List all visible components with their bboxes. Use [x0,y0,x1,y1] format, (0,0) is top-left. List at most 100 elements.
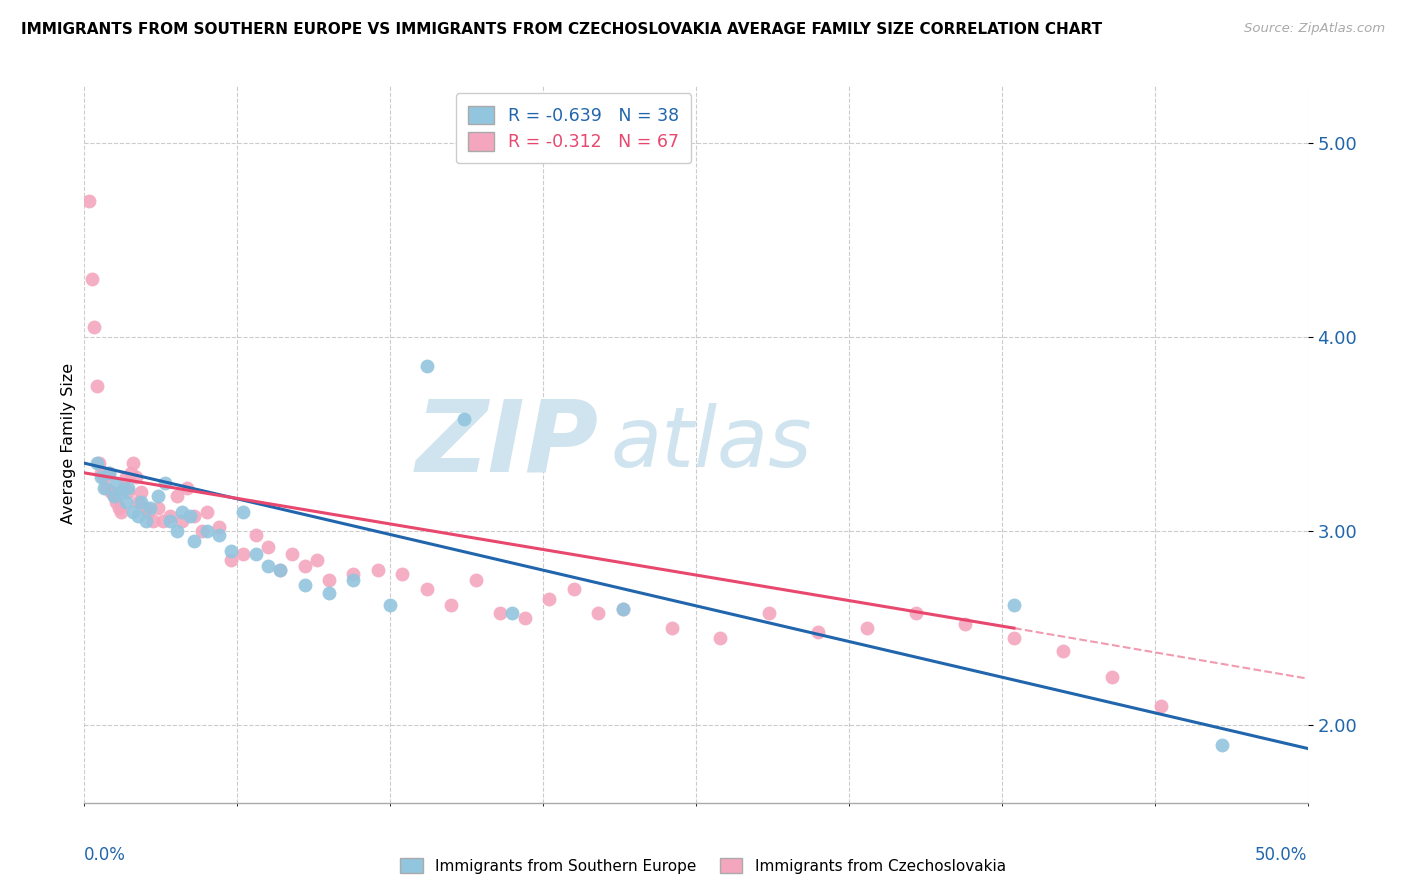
Point [856,621,879,635]
Point [232,548,254,562]
Point [380,598,402,612]
Point [159,515,181,529]
Point [1211,738,1233,752]
Point [391,566,413,581]
Text: atlas: atlas [610,403,813,484]
Point [117,485,139,500]
Point [758,606,780,620]
Y-axis label: Average Family Size: Average Family Size [60,363,76,524]
Point [538,592,561,607]
Point [367,563,389,577]
Point [129,495,152,509]
Point [1002,631,1025,645]
Point [87,456,110,470]
Point [294,559,316,574]
Point [183,533,205,548]
Point [1101,670,1123,684]
Point [105,495,128,509]
Point [195,524,218,538]
Point [232,505,254,519]
Text: 0.0%: 0.0% [84,846,127,863]
Point [416,359,439,373]
Point [219,543,242,558]
Point [953,617,976,632]
Point [416,582,439,597]
Point [807,625,830,640]
Point [83,320,105,334]
Point [97,466,120,480]
Point [195,505,218,519]
Point [464,573,486,587]
Point [153,475,176,490]
Point [139,500,162,515]
Point [127,495,149,509]
Point [342,573,364,587]
Point [80,272,103,286]
Point [117,482,139,496]
Point [245,528,267,542]
Point [513,611,536,625]
Point [166,524,188,538]
Point [661,621,683,635]
Point [110,505,132,519]
Point [172,515,194,529]
Point [245,548,267,562]
Point [905,606,928,620]
Point [318,586,340,600]
Point [107,500,129,515]
Point [136,505,159,519]
Point [176,482,198,496]
Point [146,500,169,515]
Point [562,582,585,597]
Point [440,598,463,612]
Point [219,553,242,567]
Point [257,540,280,554]
Point [93,482,115,496]
Point [489,606,512,620]
Point [86,378,108,392]
Point [135,515,157,529]
Point [100,485,122,500]
Point [115,469,138,483]
Point [1052,644,1074,658]
Point [502,606,524,620]
Text: IMMIGRANTS FROM SOUTHERN EUROPE VS IMMIGRANTS FROM CZECHOSLOVAKIA AVERAGE FAMILY: IMMIGRANTS FROM SOUTHERN EUROPE VS IMMIG… [21,22,1102,37]
Point [115,495,138,509]
Point [191,524,214,538]
Point [257,559,280,574]
Point [208,520,231,534]
Point [172,505,194,519]
Point [90,469,112,483]
Point [77,194,100,209]
Point [96,482,118,496]
Point [129,485,152,500]
Legend: Immigrants from Southern Europe, Immigrants from Czechoslovakia: Immigrants from Southern Europe, Immigra… [394,852,1012,880]
Point [453,411,475,425]
Point [1150,698,1173,713]
Text: Source: ZipAtlas.com: Source: ZipAtlas.com [1244,22,1385,36]
Point [586,606,609,620]
Text: 50.0%: 50.0% [1256,846,1308,863]
Point [208,528,231,542]
Point [110,485,132,500]
Point [269,563,291,577]
Point [179,508,201,523]
Point [612,601,634,615]
Point [294,578,316,592]
Point [105,475,128,490]
Point [135,500,157,515]
Point [93,469,115,483]
Point [103,489,125,503]
Point [305,553,328,567]
Point [120,466,142,480]
Point [122,456,145,470]
Point [318,573,340,587]
Point [269,563,291,577]
Point [142,515,165,529]
Point [281,548,304,562]
Point [112,482,135,496]
Point [146,489,169,503]
Text: ZIP: ZIP [415,395,598,492]
Point [166,489,188,503]
Point [159,508,181,523]
